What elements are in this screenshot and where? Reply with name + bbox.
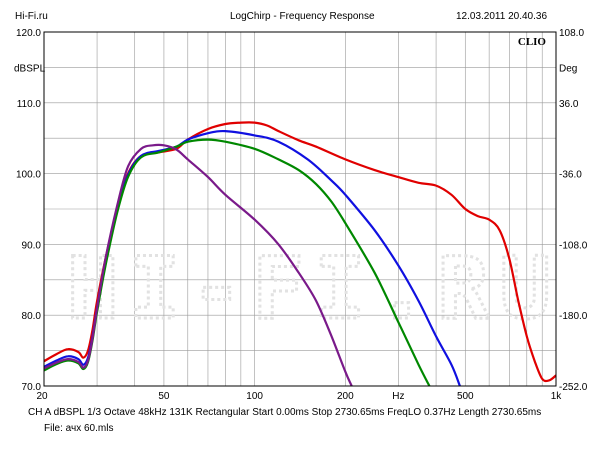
y-tick-label-left: 80.0 (22, 311, 42, 322)
y-tick-label-right: -108.0 (559, 240, 588, 251)
x-tick-label: 50 (158, 391, 170, 402)
x-tick-label: 20 (36, 391, 48, 402)
x-tick-label: 1k (551, 391, 563, 402)
tick-labels: 70.0 80.0 90.0 100.0 110.0 120.0 -252.0 -180.0 -… (14, 28, 588, 402)
y-tick-label-right: 108.0 (559, 28, 584, 39)
y-tick-label-right: -180.0 (559, 311, 588, 322)
y-tick-label-left: 70.0 (22, 382, 42, 393)
y-tick-label-left: 90.0 (22, 240, 42, 251)
clio-logo: CLIO (518, 36, 547, 48)
y-tick-label-right: -252.0 (559, 382, 588, 393)
y-tick-label-left: 100.0 (16, 170, 41, 181)
y-tick-label-right: -36.0 (559, 170, 582, 181)
series-red (43, 121, 557, 383)
y-tick-label-left: 110.0 (17, 99, 42, 110)
footer-file: File: ачх 60.mls (44, 423, 114, 434)
plot-frame (43, 31, 557, 387)
x-tick-label: 200 (337, 391, 354, 402)
series-green (43, 138, 431, 387)
header-left: Hi-Fi.ru (15, 11, 48, 22)
footer-settings: CH A dBSPL 1/3 Octave 48kHz 131K Rectang… (28, 407, 542, 418)
y-tick-label-left: 120.0 (16, 28, 41, 39)
x-axis-unit: Hz (392, 391, 404, 402)
x-tick-label: 500 (457, 391, 474, 402)
y-tick-label-right: 36.0 (559, 99, 579, 110)
watermark-layer: HI-FI.RU (65, 238, 561, 341)
watermark-text: HI-FI.RU (67, 239, 561, 339)
series-layer (43, 121, 557, 387)
y-axis-label-right: Deg (559, 63, 577, 74)
x-tick-label: 100 (246, 391, 263, 402)
chart-title: LogChirp - Frequency Response (230, 11, 375, 22)
y-axis-label-left: dBSPL (14, 63, 46, 74)
header-timestamp: 12.03.2011 20.40.36 (456, 11, 548, 22)
series-purple (43, 143, 353, 387)
